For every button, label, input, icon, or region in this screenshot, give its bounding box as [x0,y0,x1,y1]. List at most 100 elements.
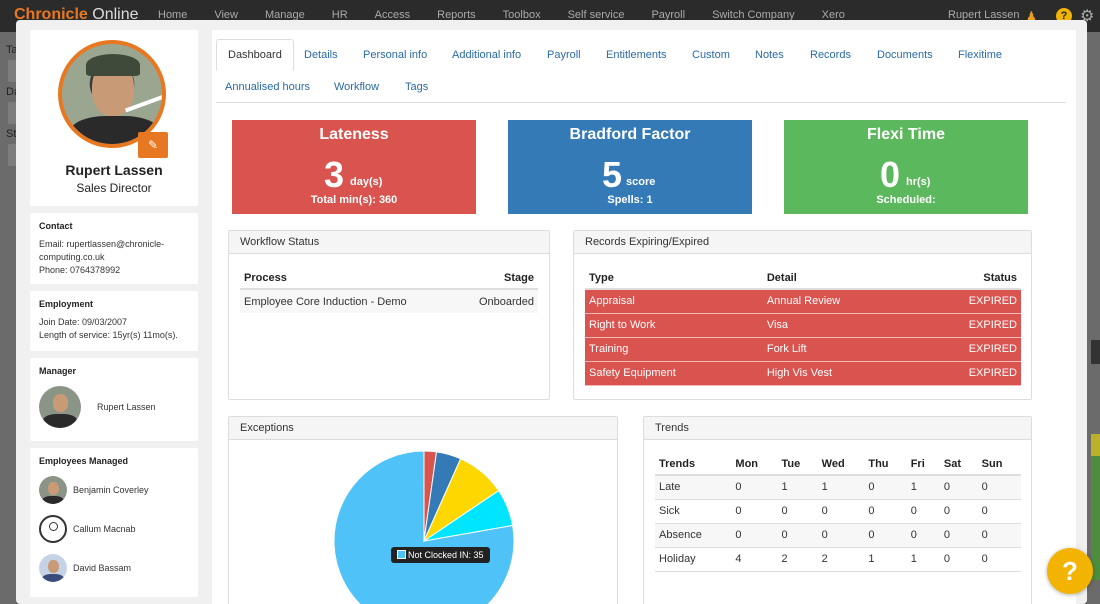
column-header: Type [585,267,763,290]
bradford-unit: score [626,176,656,188]
workflow-status-panel: Workflow Status Process Stage Employee Co… [228,230,550,400]
background-label: Ta [6,44,18,56]
table-cell: Training [585,337,763,362]
contact-card: Contact Email: rupertlassen@chronicle- c… [30,213,198,284]
tab-records[interactable]: Records [810,49,851,61]
contact-email-continued[interactable]: computing.co.uk [39,252,105,262]
pie-tooltip: Not Clocked IN: 35 [391,547,490,563]
contact-heading: Contact [39,221,73,231]
row-label: Sick [655,499,732,524]
employee-row[interactable]: Callum Macnab [39,515,136,543]
tab-tags[interactable]: Tags [405,81,429,93]
background-block [1091,456,1100,580]
table-row[interactable]: Safety Equipment High Vis Vest EXPIRED [585,361,1021,386]
tooltip-swatch [397,550,406,559]
employee-name: Callum Macnab [73,524,136,534]
background-block [1091,340,1100,364]
nav-item-hr[interactable]: HR [331,9,348,21]
table-cell: 0 [977,499,1021,524]
manager-name: Rupert Lassen [97,402,156,412]
background-field [8,60,18,82]
nav-item-view[interactable]: View [214,9,238,21]
tab-payroll[interactable]: Payroll [547,49,581,61]
table-row[interactable]: Right to Work Visa EXPIRED [585,313,1021,338]
person-icon[interactable]: ♟ [1026,9,1037,23]
main-content: Dashboard Details Personal info Addition… [212,30,1076,604]
nav-item-xero[interactable]: Xero [821,9,845,21]
lateness-tile[interactable]: Lateness 3 day(s) Total min(s): 360 [232,120,476,214]
bradford-factor-tile[interactable]: Bradford Factor 5 score Spells: 1 [508,120,752,214]
table-cell: 0 [864,475,907,500]
tab-entitlements[interactable]: Entitlements [606,49,667,61]
table-cell: 0 [864,499,907,524]
tab-details[interactable]: Details [304,49,338,61]
background-field [8,144,18,166]
table-row[interactable]: Appraisal Annual Review EXPIRED [585,289,1021,314]
table-row[interactable]: Training Fork Lift EXPIRED [585,337,1021,362]
table-cell: 0 [939,499,978,524]
trends-heading: Trends [644,417,1031,440]
nav-item-switch-company[interactable]: Switch Company [712,9,795,21]
table-cell: 0 [939,475,978,500]
table-cell: 1 [906,547,940,572]
edit-photo-button[interactable]: ✎ [138,132,168,158]
table-cell: 0 [906,523,940,548]
lateness-unit: day(s) [350,176,383,188]
table-row: Late 0 1 1 0 1 0 0 [655,475,1021,500]
employee-name: David Bassam [73,563,132,573]
tab-notes[interactable]: Notes [755,49,784,61]
pie-slice[interactable] [423,489,514,542]
contact-email[interactable]: Email: rupertlassen@chronicle- [39,239,165,249]
pie-slice[interactable] [333,450,515,604]
table-cell: 0 [817,523,865,548]
table-cell: 0 [777,499,818,524]
manager-row[interactable]: Rupert Lassen [39,386,156,428]
employee-row[interactable]: David Bassam [39,554,131,582]
tab-additional-info[interactable]: Additional info [452,49,522,61]
nav-menu: Home View Manage HR Access Reports Toolb… [158,9,872,21]
table-cell: High Vis Vest [762,361,916,386]
table-cell: 4 [731,547,778,572]
table-row: Sick 0 0 0 0 0 0 0 [655,499,1021,524]
column-header: Tue [777,453,818,476]
tab-custom[interactable]: Custom [692,49,730,61]
background-field [8,102,18,124]
column-header: Fri [906,453,940,476]
bradford-title: Bradford Factor [569,126,691,143]
nav-item-manage[interactable]: Manage [265,9,305,21]
nav-item-toolbox[interactable]: Toolbox [502,9,541,21]
flexi-time-tile[interactable]: Flexi Time 0 hr(s) Scheduled: [784,120,1028,214]
tab-documents[interactable]: Documents [877,49,933,61]
records-table: Type Detail Status Appraisal Annual Revie… [585,267,1021,386]
help-button[interactable]: ? [1047,548,1093,594]
flexi-value: 0 [880,154,901,195]
nav-item-home[interactable]: Home [158,9,188,21]
employee-profile-modal: ✎ Rupert Lassen Sales Director Contact E… [16,20,1087,604]
table-cell: 2 [777,547,818,572]
tab-dashboard[interactable]: Dashboard [216,39,294,71]
nav-item-access[interactable]: Access [374,9,411,21]
column-header: Thu [864,453,907,476]
column-header: Wed [817,453,865,476]
workflow-table: Process Stage Employee Core Induction - D… [240,267,538,313]
nav-user-name[interactable]: Rupert Lassen [948,9,1020,21]
background-block [1091,434,1100,456]
exceptions-heading: Exceptions [229,417,617,440]
tab-flexitime[interactable]: Flexitime [958,49,1003,61]
tab-annualised-hours[interactable]: Annualised hours [225,81,311,93]
table-cell: Right to Work [585,313,763,338]
nav-item-self-service[interactable]: Self service [567,9,625,21]
exceptions-pie-chart[interactable] [229,441,619,604]
nav-item-payroll[interactable]: Payroll [651,9,686,21]
table-row[interactable]: Employee Core Induction - Demo Onboarded [240,289,538,313]
background-left-panel: Ta Da Sta [0,32,23,604]
tab-personal-info[interactable]: Personal info [363,49,428,61]
question-icon: ? [1062,556,1078,586]
lateness-total-minutes: Total min(s): 360 [310,194,398,206]
tab-workflow[interactable]: Workflow [334,81,380,93]
pencil-icon: ✎ [147,138,159,152]
brand-logo[interactable]: Chronicle Online [14,6,139,23]
employee-row[interactable]: Benjamin Coverley [39,476,149,504]
nav-item-reports[interactable]: Reports [437,9,476,21]
table-cell: 0 [731,523,778,548]
